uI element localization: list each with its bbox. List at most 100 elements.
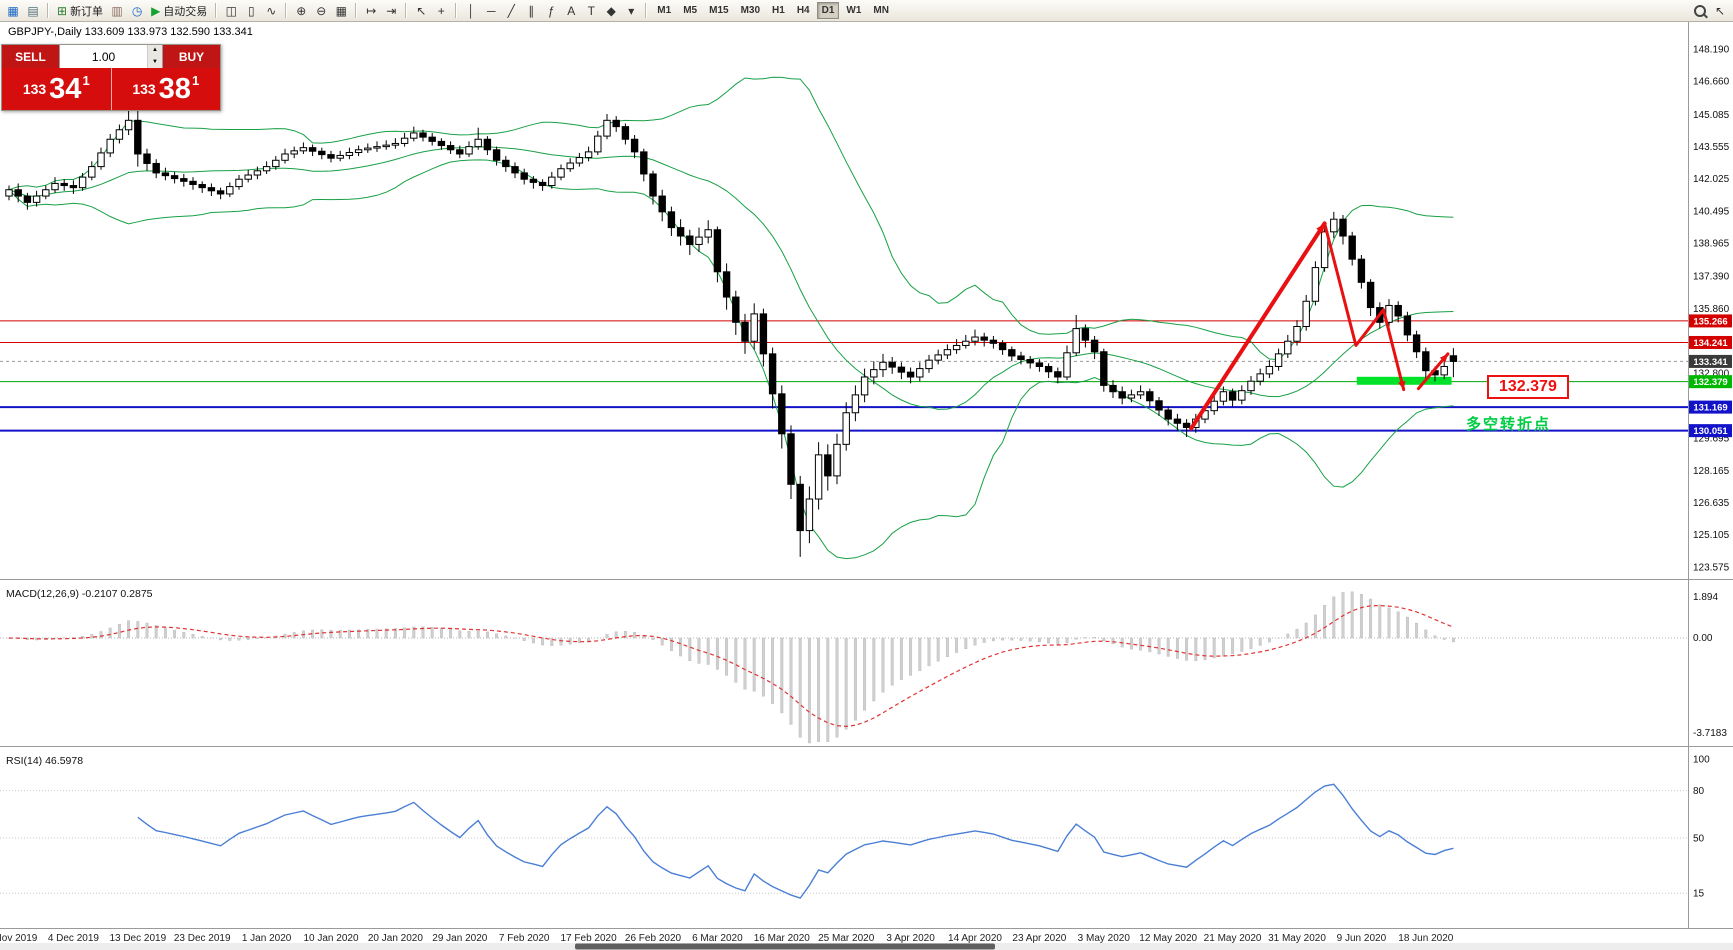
toolbar-separator [355, 3, 358, 18]
price-scale-label: 129.695 [1693, 434, 1730, 445]
tile-windows-icon[interactable]: ▦ [332, 2, 350, 20]
new-order-button-label: 新订单 [70, 5, 104, 18]
buy-button[interactable]: BUY [163, 45, 220, 68]
price-scale-label: 143.555 [1693, 142, 1730, 153]
support-highlight-band[interactable] [1356, 376, 1452, 385]
text-icon[interactable]: A [562, 2, 580, 20]
price-scale-label: 146.660 [1693, 77, 1730, 88]
price-tag [1689, 424, 1732, 438]
indicators-list-icon-glyph: ▥ [111, 3, 123, 18]
date-label: 18 Jun 2020 [1398, 933, 1453, 944]
price-scale-label: 140.495 [1693, 206, 1730, 217]
alerts-icon-glyph: ◷ [131, 3, 143, 18]
price-tag [1689, 354, 1732, 368]
vertical-line-icon[interactable]: │ [462, 2, 480, 20]
rsi-line [137, 783, 1454, 899]
sell-price-figure: 133 [22, 81, 47, 97]
timeframe-d1[interactable]: D1 [816, 2, 840, 19]
cursor-icon[interactable]: ↖ [412, 2, 430, 20]
vertical-line-icon-glyph: │ [467, 3, 476, 18]
trendline-icon-glyph: ╱ [507, 3, 515, 18]
timeframe-w1[interactable]: W1 [841, 2, 866, 19]
one-click-trading-panel: SELL ▲ ▼ BUY 133 34 1 133 38 1 [1, 44, 221, 111]
price-scale-label: 145.085 [1693, 110, 1730, 121]
trendline-icon[interactable]: ╱ [502, 2, 520, 20]
sell-button[interactable]: SELL [2, 45, 59, 68]
auto-scroll-icon[interactable]: ↦ [362, 2, 380, 20]
chart-canvas[interactable]: 148.190 146.660 145.085 143.555 142.025 140.4… [0, 22, 1733, 950]
rsi-scale-label: 100 [1693, 755, 1710, 766]
sell-price[interactable]: 133 34 1 [2, 68, 111, 110]
price-scale-label: 148.190 [1693, 44, 1730, 55]
timeframe-m30[interactable]: M30 [736, 2, 765, 19]
buy-price-pips: 38 [158, 72, 191, 105]
price-tag-label: 132.379 [1693, 377, 1727, 388]
volume-input[interactable] [60, 45, 147, 68]
chart-profiles-icon[interactable]: ▤ [24, 2, 42, 20]
timeframe-m5[interactable]: M5 [678, 2, 702, 19]
shapes-icon[interactable]: ◆ [602, 2, 620, 20]
chart-shift-icon[interactable]: ⇥ [382, 2, 400, 20]
bar-chart-type-icon[interactable]: ◫ [222, 2, 240, 20]
candlestick-chart-type-icon[interactable]: ▯ [242, 2, 260, 20]
timeframe-m15[interactable]: M15 [704, 2, 733, 19]
rsi-scale-label: 15 [1693, 889, 1705, 900]
bollinger-lower-band [8, 159, 1454, 560]
timeframe-h1[interactable]: H1 [767, 2, 790, 19]
price-tag-label: 135.266 [1693, 316, 1727, 327]
price-chart-layer [0, 76, 1688, 560]
shapes-dropdown-icon-glyph: ▾ [628, 3, 635, 18]
line-chart-type-icon[interactable]: ∿ [262, 2, 280, 20]
alerts-icon[interactable]: ◷ [128, 2, 146, 20]
zoom-in-icon[interactable]: ⊕ [292, 2, 310, 20]
cursor-icon-glyph: ↖ [416, 3, 427, 18]
date-label: 26 Feb 2020 [625, 933, 682, 944]
volume-spinner: ▲ ▼ [147, 45, 162, 68]
volume-decrease-button[interactable]: ▼ [148, 56, 162, 68]
auto-scroll-icon-glyph: ↦ [366, 3, 377, 18]
timeframe-m1[interactable]: M1 [652, 2, 676, 19]
toolbar-separator [215, 3, 218, 18]
horizontal-line-icon[interactable]: ─ [482, 2, 500, 20]
shapes-dropdown-icon[interactable]: ▾ [622, 2, 640, 20]
date-label: 6 Mar 2020 [692, 933, 743, 944]
price-tag [1689, 314, 1732, 328]
horizontal-scrollbar-thumb[interactable] [575, 943, 995, 950]
rsi-scale-label: 50 [1693, 834, 1705, 845]
price-tag-label: 134.241 [1693, 338, 1728, 349]
price-tag-label: 130.051 [1693, 426, 1728, 437]
channel-icon[interactable]: ∥ [522, 2, 540, 20]
new-order-button[interactable]: ⊞ 新订单 [54, 2, 106, 20]
fibonacci-icon-glyph: ƒ [547, 3, 555, 18]
bollinger-upper-band [8, 76, 1454, 361]
new-order-button-glyph: ⊞ [57, 3, 68, 18]
buy-price[interactable]: 133 38 1 [110, 68, 221, 110]
zoom-in-icon-glyph: ⊕ [296, 3, 307, 18]
zoom-out-icon[interactable]: ⊖ [312, 2, 330, 20]
date-label: 25 Mar 2020 [818, 933, 875, 944]
pointer-icon[interactable]: ↖ [1711, 2, 1729, 20]
indicators-list-icon[interactable]: ▥ [108, 2, 126, 20]
macd-scale-label: -3.7183 [1693, 728, 1727, 739]
volume-increase-button[interactable]: ▲ [148, 45, 162, 57]
scales-indicators-layer: 148.190 146.660 145.085 143.555 142.025 140.4… [0, 44, 1733, 950]
crosshair-icon[interactable]: + [432, 2, 450, 20]
auto-trading-button-glyph: ▶ [151, 3, 161, 18]
auto-trading-button[interactable]: ▶ 自动交易 [148, 2, 210, 20]
shapes-icon-glyph: ◆ [606, 3, 616, 18]
rally-arrow[interactable] [1189, 221, 1327, 431]
price-scale-label: 135.860 [1693, 304, 1730, 315]
symbols-window-icon[interactable]: ▦ [4, 2, 22, 20]
timeframe-h4[interactable]: H4 [792, 2, 815, 19]
toolbar-separator [405, 3, 408, 18]
text-label-icon[interactable]: T [582, 2, 600, 20]
timeframe-mn[interactable]: MN [868, 2, 894, 19]
date-label: 16 Mar 2020 [754, 933, 811, 944]
price-tag [1689, 400, 1732, 414]
date-label: 14 Apr 2020 [948, 933, 1002, 944]
fibonacci-icon[interactable]: ƒ [542, 2, 560, 20]
decline-zigzag-arrow[interactable] [1323, 221, 1406, 392]
search-icon[interactable] [1691, 2, 1709, 20]
horizontal-line-icon-glyph: ─ [487, 3, 496, 18]
